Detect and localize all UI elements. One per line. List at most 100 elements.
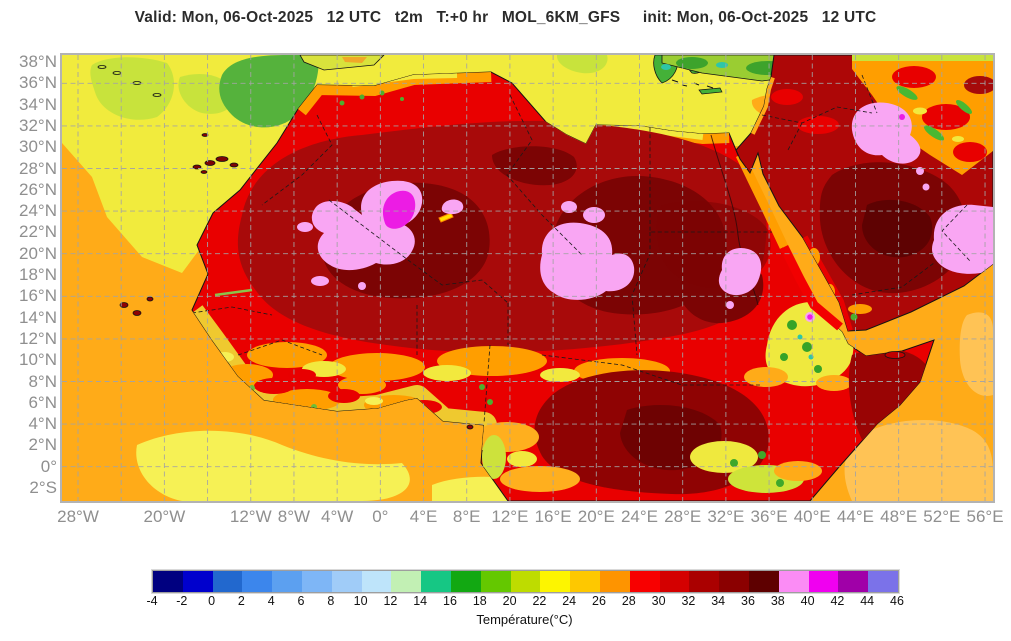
lon-tick-label: 44°E: [836, 507, 874, 526]
lat-tick-label: 4°N: [28, 414, 57, 434]
lon-tick-label: 36°E: [750, 507, 788, 526]
colorbar-tick-label: 24: [562, 594, 577, 608]
lat-tick-label: 36°N: [19, 73, 57, 93]
colorbar-segment: [212, 571, 243, 592]
colorbar-segment: [391, 571, 422, 592]
lat-tick-label: 10°N: [19, 350, 57, 370]
colorbar-segment: [689, 571, 720, 592]
colorbar-segment: [361, 571, 392, 592]
lat-tick-label: 32°N: [19, 115, 57, 135]
colorbar-tick-label: 6: [297, 594, 305, 608]
colorbar-segment: [748, 571, 779, 592]
lon-tick-label: 28°E: [664, 507, 702, 526]
lon-tick-label: 20°W: [143, 507, 186, 526]
colorbar-tick-label: 10: [353, 594, 368, 608]
colorbar-segment: [450, 571, 481, 592]
lon-tick-label: 12°E: [491, 507, 529, 526]
islands: [97, 65, 906, 430]
colorbar-tick-label: 32: [681, 594, 696, 608]
lon-tick-label: 28°W: [57, 507, 99, 526]
lon-tick-label: 16°E: [534, 507, 572, 526]
colorbar-tick-label: 34: [711, 594, 726, 608]
colorbar-segment: [301, 571, 332, 592]
colorbar-tick-label: 46: [890, 594, 904, 608]
colorbar: [151, 569, 900, 594]
lon-tick-label: 12°W: [229, 507, 272, 526]
lon-tick-label: 8°E: [452, 507, 481, 526]
lon-tick-label: 4°E: [409, 507, 438, 526]
lat-tick-label: 20°N: [19, 243, 57, 263]
colorbar-tick-label: 38: [770, 594, 785, 608]
map-frame: [60, 53, 995, 503]
colorbar-tick-label: 12: [383, 594, 398, 608]
lat-tick-label: 26°N: [19, 179, 57, 199]
lon-tick-label: 32°E: [707, 507, 745, 526]
colorbar-segment: [599, 571, 630, 592]
lon-tick-label: 0°: [372, 507, 389, 526]
colorbar-tick-label: 4: [267, 594, 275, 608]
colorbar-segment: [719, 571, 749, 592]
colorbar-tick-label: 28: [621, 594, 636, 608]
lat-tick-label: 38°N: [19, 52, 57, 71]
colorbar-tick-label: 44: [860, 594, 875, 608]
lat-tick-label: 28°N: [19, 158, 57, 178]
colorbar-tick-label: 26: [592, 594, 606, 608]
lat-tick-label: 24°N: [19, 201, 57, 221]
colorbar-tick-label: 8: [327, 594, 335, 608]
colorbar-tick-label: 0: [208, 594, 216, 608]
lat-tick-label: 0°: [40, 456, 57, 476]
lat-tick-label: 34°N: [19, 94, 57, 114]
colorbar-tick-label: 20: [502, 594, 517, 608]
lon-tick-label: 24°E: [620, 507, 659, 526]
colorbar-segment: [868, 571, 898, 592]
temperature-map: [62, 55, 993, 501]
colorbar-tick-label: 42: [830, 594, 845, 608]
colorbar-segment: [421, 571, 451, 592]
colorbar-tick-label: 22: [532, 594, 547, 608]
colorbar-tick-label: -2: [176, 594, 188, 608]
colorbar-tick-label: 2: [237, 594, 245, 608]
colorbar-segment: [242, 571, 273, 592]
lat-tick-label: 12°N: [19, 328, 57, 348]
colorbar-segment: [480, 571, 511, 592]
lon-tick-label: 52°E: [923, 507, 961, 526]
colorbar-segment: [331, 571, 362, 592]
lat-tick-label: 2°S: [29, 478, 57, 497]
lat-tick-label: 30°N: [19, 137, 57, 157]
colorbar-tick-label: 36: [741, 594, 755, 608]
lon-tick-label: 4°W: [320, 507, 354, 526]
lat-tick-label: 18°N: [19, 265, 57, 284]
colorbar-tick-label: 40: [800, 594, 815, 608]
colorbar-tick-label: 14: [413, 594, 428, 608]
lon-tick-label: 48°E: [880, 507, 918, 526]
colorbar-tick-label: 18: [472, 594, 487, 608]
colorbar-tick-label: -4: [146, 594, 158, 608]
colorbar-segment: [778, 571, 809, 592]
lat-tick-label: 8°N: [28, 371, 57, 391]
lat-tick-label: 22°N: [19, 222, 57, 242]
colorbar-segment: [808, 571, 839, 592]
page-title: Valid: Mon, 06-Oct-2025 12 UTC t2m T:+0 …: [134, 9, 877, 26]
colorbar-segment: [153, 571, 183, 592]
lon-tick-label: 20°E: [577, 507, 615, 526]
colorbar-segment: [540, 571, 571, 592]
colorbar-segment: [629, 571, 660, 592]
colorbar-tick-label: 30: [651, 594, 666, 608]
lon-tick-label: 56°E: [966, 507, 1004, 526]
colorbar-segment: [272, 571, 302, 592]
colorbar-segment: [659, 571, 690, 592]
lat-tick-label: 14°N: [19, 307, 57, 327]
lat-tick-label: 16°N: [19, 286, 57, 306]
lat-tick-label: 2°N: [28, 435, 57, 455]
asia-temperature-fields: [747, 55, 993, 331]
lon-tick-label: 8°W: [277, 507, 311, 526]
grid-lines: [62, 55, 993, 501]
colorbar-segment: [838, 571, 869, 592]
colorbar-caption: Température(°C): [476, 612, 573, 627]
colorbar-segment: [510, 571, 541, 592]
colorbar-segment: [182, 571, 213, 592]
colorbar-tick-label: 16: [443, 594, 457, 608]
lat-tick-label: 6°N: [28, 392, 57, 412]
lon-tick-label: 40°E: [793, 507, 831, 526]
